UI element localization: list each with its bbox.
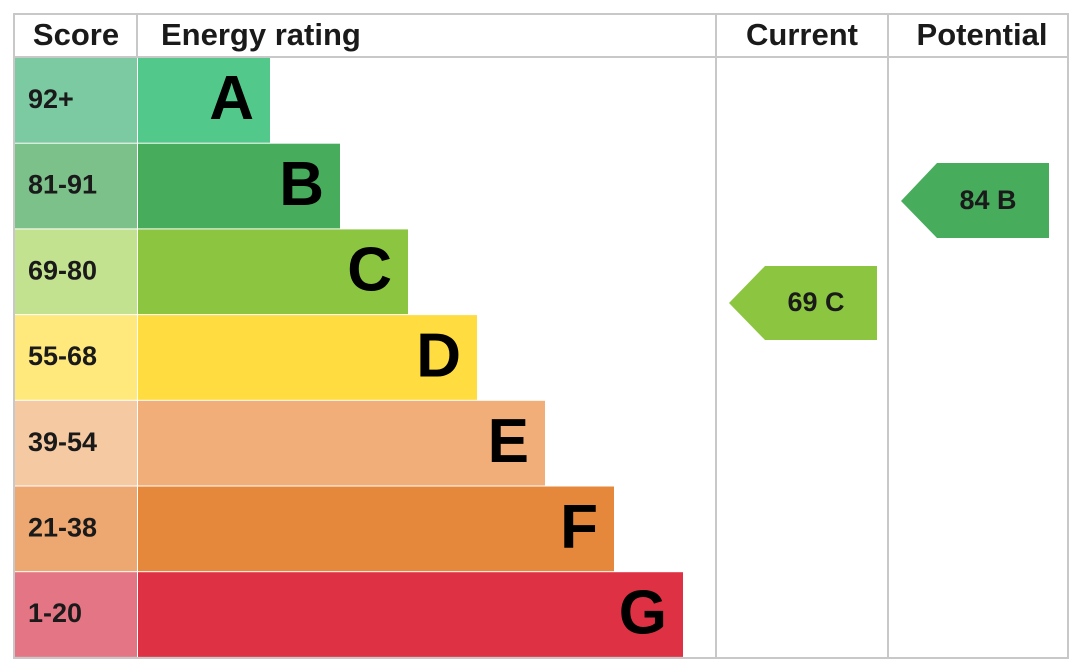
- rating-bar: [138, 143, 340, 229]
- score-label: 55-68: [28, 341, 97, 371]
- header-rating: Energy rating: [161, 17, 361, 52]
- score-label: 92+: [28, 84, 74, 114]
- rating-bar: [138, 400, 545, 486]
- rating-letter: A: [209, 64, 254, 133]
- score-cell: [15, 486, 137, 572]
- score-cell: [15, 572, 137, 657]
- header-current: Current: [746, 17, 858, 52]
- score-label: 21-38: [28, 512, 97, 542]
- rating-bar: [138, 315, 477, 400]
- score-cell: [15, 58, 137, 143]
- score-cell: [15, 400, 137, 486]
- score-label: 1-20: [28, 598, 82, 628]
- rating-letter: C: [347, 236, 392, 305]
- rating-bar: [138, 58, 270, 143]
- header-potential: Potential: [917, 17, 1048, 52]
- score-cell: [15, 315, 137, 400]
- score-cell: [15, 229, 137, 315]
- potential-label: 84 B: [959, 185, 1016, 215]
- header-score: Score: [33, 17, 119, 52]
- current-label: 69 C: [787, 287, 844, 317]
- rating-letter: D: [416, 321, 461, 390]
- rating-bar: [138, 486, 614, 572]
- rating-letter: G: [619, 578, 667, 647]
- potential-arrow: [901, 163, 1049, 238]
- rating-letter: E: [488, 407, 529, 476]
- rating-bar: [138, 572, 683, 657]
- score-cell: [15, 143, 137, 229]
- score-label: 69-80: [28, 255, 97, 285]
- rating-letter: F: [560, 493, 598, 562]
- rating-bar: [138, 229, 408, 315]
- rating-letter: B: [279, 150, 324, 219]
- score-label: 39-54: [28, 427, 97, 457]
- score-label: 81-91: [28, 170, 97, 200]
- current-arrow: [729, 266, 877, 340]
